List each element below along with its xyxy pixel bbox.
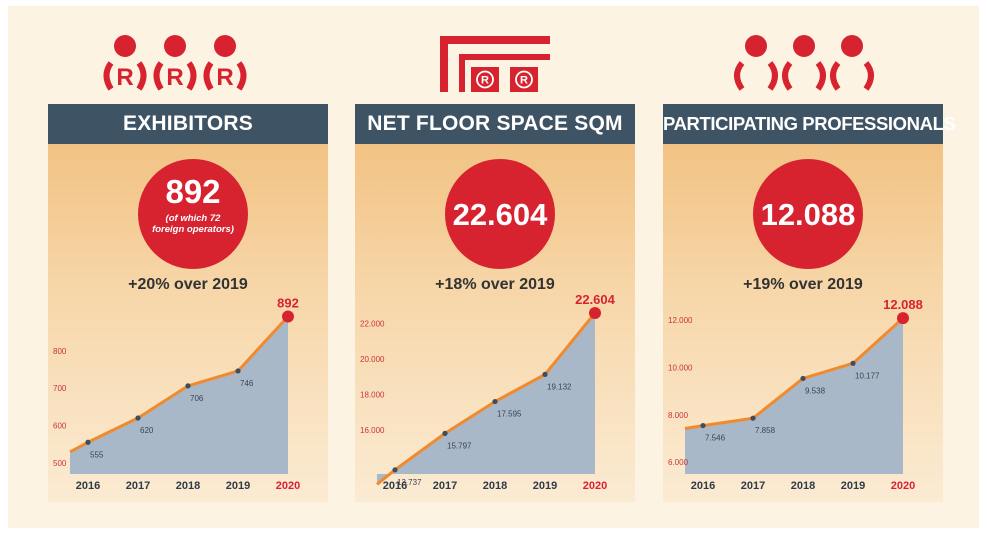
svg-text:R: R (116, 64, 133, 91)
data-point (235, 368, 241, 374)
data-point (185, 383, 191, 389)
x-tick-label: 2020 (276, 480, 300, 492)
data-point-highlight (589, 307, 601, 320)
professionals-panel: PARTICIPATING PROFESSIONALS 12.088 +19% … (663, 104, 956, 502)
data-label: 7.546 (705, 434, 726, 443)
svg-text:R: R (520, 75, 528, 87)
series-line (684, 317, 905, 431)
x-tick-label: 2016 (691, 480, 715, 492)
x-tick-label: 2016 (76, 480, 100, 492)
exhibitors-chart: 500 600 700 800 555 2016 620 2017 706 2018 746 2019… (53, 295, 300, 492)
data-label: 15.797 (447, 441, 472, 450)
data-label: 13.737 (397, 478, 422, 487)
y-tick-label: 600 (53, 421, 67, 430)
area-fill (70, 316, 288, 474)
headline-badge: 12.088 (753, 159, 863, 269)
x-tick-label: 2019 (226, 480, 250, 492)
area-fill (685, 318, 903, 474)
x-tick-label: 2020 (891, 480, 915, 492)
y-tick-label: 10.000 (668, 364, 693, 373)
y-tick-label: 22.000 (360, 320, 385, 329)
svg-text:R: R (166, 64, 183, 91)
svg-text:R: R (481, 75, 489, 87)
data-point (85, 439, 91, 445)
x-tick-label: 2018 (176, 480, 200, 492)
data-label: 9.538 (805, 386, 826, 395)
headline-badge: 22.604 (445, 159, 555, 269)
data-point (542, 371, 548, 378)
professionals-icon (720, 30, 890, 103)
svg-text:R: R (216, 64, 233, 91)
x-tick-label: 2017 (433, 480, 457, 492)
data-label: 19.132 (547, 382, 572, 391)
y-tick-label: 18.000 (360, 390, 385, 399)
exhibitors-panel: EXHIBITORS 892 (of which 72 foreign oper… (48, 104, 328, 502)
x-tick-label: 2019 (841, 480, 865, 492)
data-label: 555 (90, 450, 104, 459)
headline-value: 22.604 (452, 197, 548, 232)
headline-value: 892 (165, 173, 221, 210)
y-tick-label: 800 (53, 347, 67, 356)
data-label: 620 (140, 426, 154, 435)
y-tick-label: 16.000 (360, 426, 385, 435)
series-line (69, 315, 290, 454)
data-point (750, 415, 756, 421)
data-label: 10.177 (855, 371, 880, 380)
panel-title: PARTICIPATING PROFESSIONALS (663, 104, 956, 144)
data-point-highlight (897, 312, 909, 325)
headline-badge: 892 (of which 72 foreign operators) (138, 159, 248, 269)
series-line (376, 312, 597, 486)
y-tick-label: 8.000 (668, 411, 689, 420)
data-point (135, 415, 141, 421)
y-tick-label: 500 (53, 459, 67, 468)
x-tick-label: 2016 (383, 480, 407, 492)
growth-text: +18% over 2019 (435, 276, 555, 293)
data-label: 7.858 (755, 426, 776, 435)
x-tick-label: 2018 (791, 480, 815, 492)
floor-space-panel: NET FLOOR SPACE SQM 22.604 +18% over 201… (355, 104, 635, 502)
data-point-highlight (282, 310, 294, 323)
y-tick-label: 6.000 (668, 458, 689, 467)
x-tick-label: 2018 (483, 480, 507, 492)
data-point (392, 467, 398, 473)
professionals-chart: 6.000 8.000 10.000 12.000 7.546 2016 7.858 2017… (668, 297, 923, 492)
x-tick-label: 2017 (741, 480, 765, 492)
data-label: 706 (190, 394, 204, 403)
y-tick-label: 12.000 (668, 316, 693, 325)
exhibitors-icon: R R R (96, 30, 266, 103)
data-point (492, 398, 498, 405)
data-label: 746 (240, 379, 254, 388)
area-fill (377, 313, 595, 485)
data-point (800, 375, 806, 382)
data-point (442, 430, 448, 436)
infographic: R R R R R (8, 6, 979, 528)
floor-space-icon: R R (440, 36, 550, 99)
data-label: 17.595 (497, 410, 522, 419)
data-point (700, 422, 706, 429)
data-label-highlight: 22.604 (575, 292, 616, 307)
data-label-highlight: 12.088 (883, 297, 923, 312)
growth-text: +20% over 2019 (128, 276, 248, 293)
x-tick-label: 2017 (126, 480, 150, 492)
panel-title: NET FLOOR SPACE SQM (355, 104, 635, 144)
headline-value: 12.088 (760, 197, 856, 232)
y-tick-label: 20.000 (360, 355, 385, 364)
x-tick-label: 2019 (533, 480, 557, 492)
growth-text: +19% over 2019 (743, 276, 863, 293)
panel-title: EXHIBITORS (48, 104, 328, 144)
x-tick-label: 2020 (583, 480, 607, 492)
y-tick-label: 700 (53, 384, 67, 393)
data-label-highlight: 892 (277, 295, 299, 310)
headline-note: (of which 72 foreign operators) (152, 213, 234, 235)
data-point (850, 360, 856, 366)
